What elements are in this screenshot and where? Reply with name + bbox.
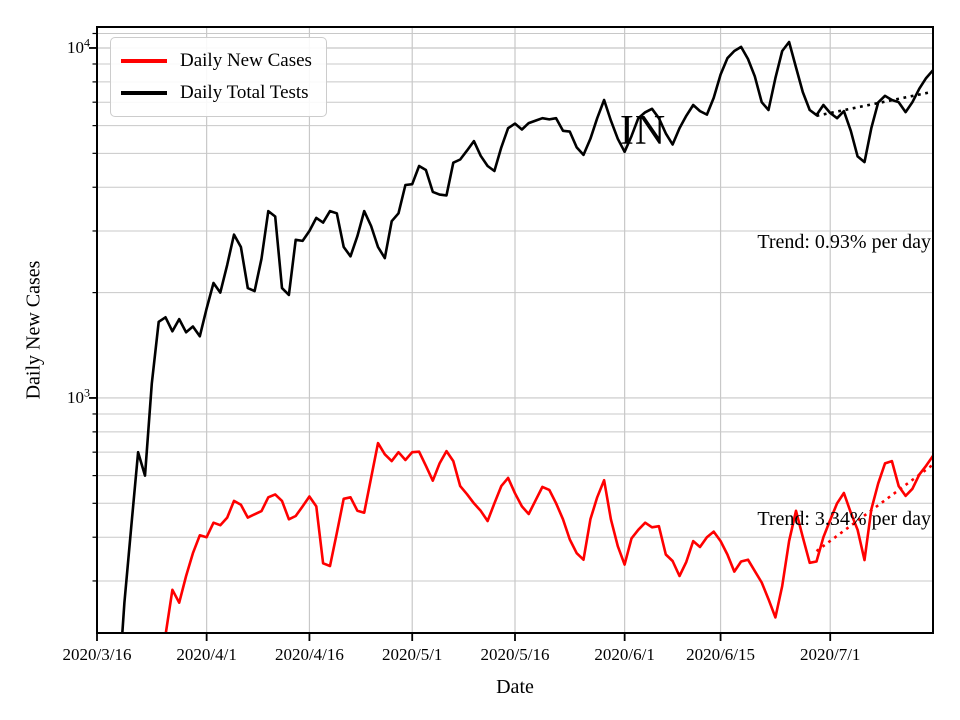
legend-label-tests: Daily Total Tests — [180, 82, 309, 103]
x-tick-label: 2020/6/15 — [686, 645, 756, 664]
series-line-daily-new-cases — [164, 441, 933, 633]
trend-line-cases — [815, 463, 933, 553]
state-code-label: IN — [619, 108, 667, 154]
y-axis-label: Daily New Cases — [22, 260, 45, 400]
trend-line-tests — [816, 90, 933, 118]
legend-label-cases: Daily New Cases — [180, 50, 312, 71]
x-tick-label: 2020/5/16 — [480, 645, 550, 664]
tests-line-swatch — [121, 91, 167, 95]
legend: Daily New Cases Daily Total Tests — [110, 37, 327, 117]
cases-trend-annotation: Trend: 3.34% per day — [757, 508, 931, 530]
x-tick-label: 2020/6/1 — [594, 645, 655, 664]
series-line-daily-total-tests — [121, 40, 933, 633]
x-tick-label: 2020/7/1 — [799, 645, 861, 664]
y-tick-label: 103 — [67, 385, 90, 407]
x-tick-label: 2020/5/1 — [381, 645, 443, 664]
y-tick-label: 104 — [67, 35, 90, 57]
x-axis-label: Date — [496, 676, 534, 698]
x-tick-label: 2020/3/16 — [62, 645, 132, 664]
tests-trend-annotation: Trend: 0.93% per day — [757, 231, 931, 253]
x-tick-label: 2020/4/1 — [176, 645, 237, 664]
legend-item-daily-total-tests: Daily Total Tests — [121, 77, 312, 109]
legend-item-daily-new-cases: Daily New Cases — [121, 45, 312, 77]
x-tick-label: 2020/4/16 — [274, 645, 344, 664]
cases-line-swatch — [121, 59, 167, 63]
